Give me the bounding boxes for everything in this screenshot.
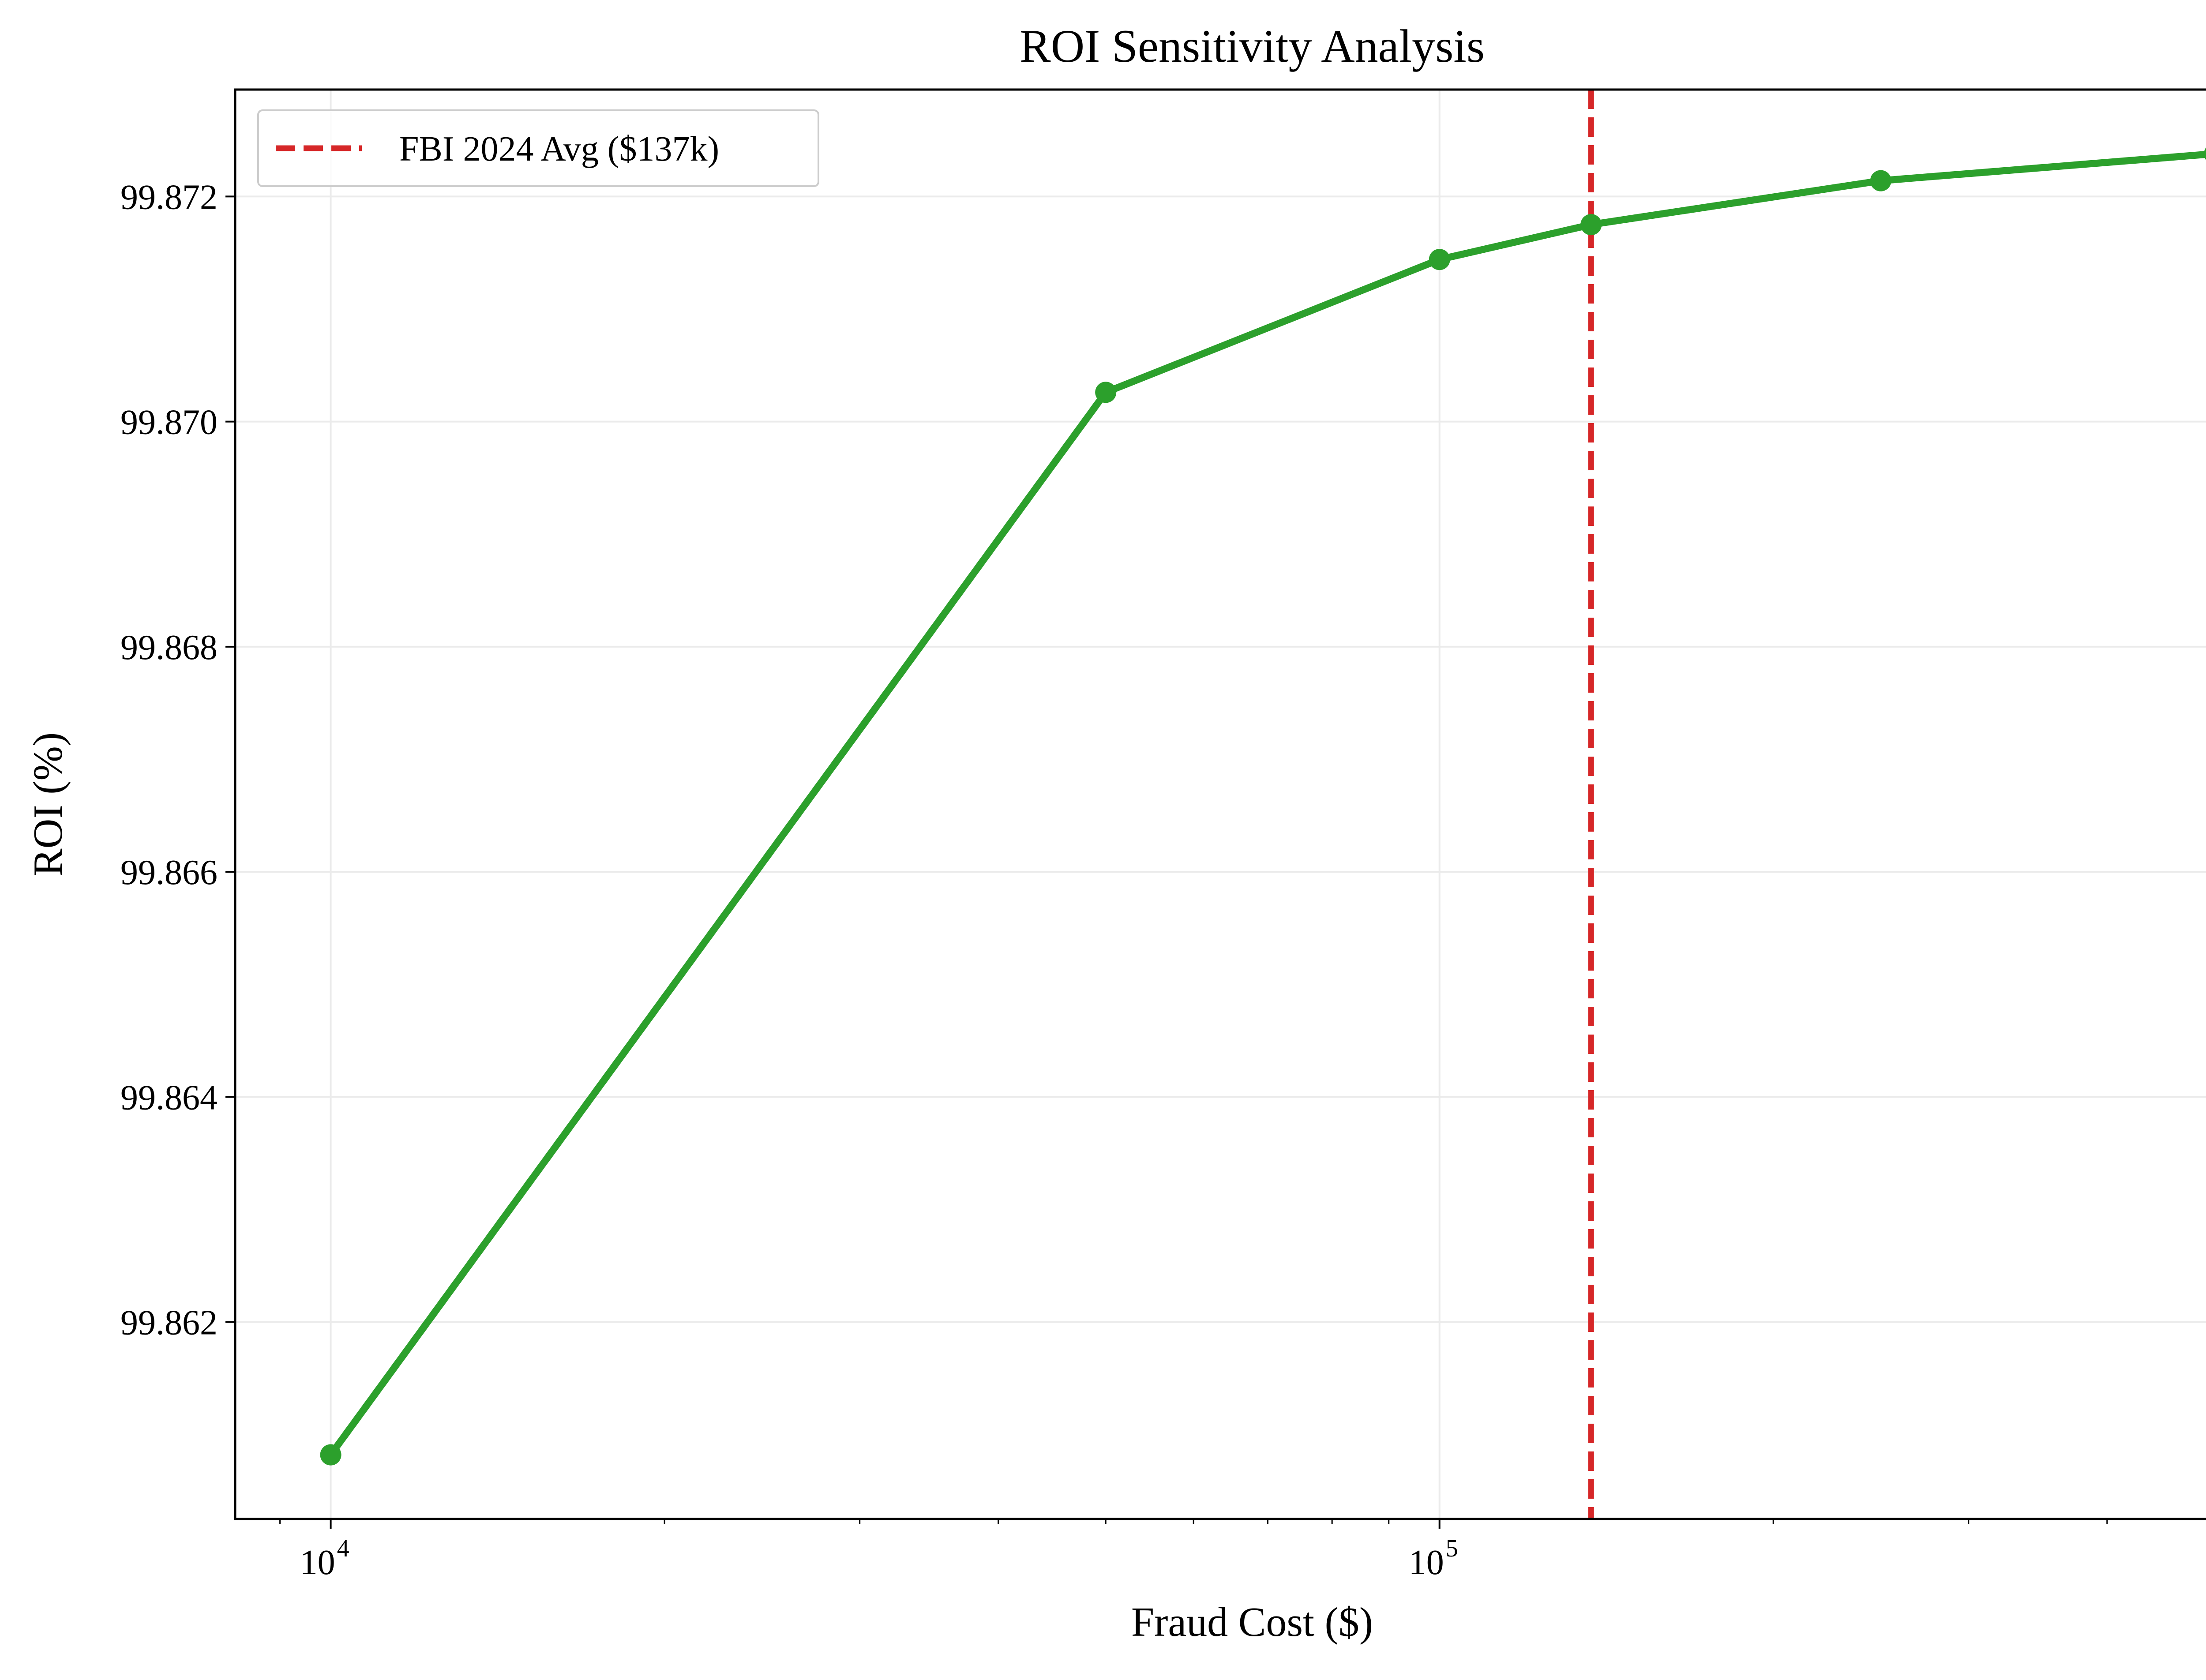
- chart-title: ROI Sensitivity Analysis: [1020, 20, 1485, 72]
- grid-lines: [235, 90, 2206, 1519]
- data-point: [1095, 382, 1117, 403]
- series-line: [327, 150, 2206, 1459]
- y-tick-label: 99.866: [120, 853, 218, 892]
- x-tick-label-base: 10: [1409, 1543, 1444, 1582]
- plot-area-frame: [234, 88, 2206, 1520]
- data-point: [1580, 214, 1602, 236]
- data-point: [2204, 147, 2206, 160]
- x-tick-label: 10 4: [300, 1535, 349, 1582]
- y-tick-label: 99.872: [120, 178, 218, 217]
- legend-label: FBI 2024 Avg ($137k): [399, 130, 719, 169]
- legend: FBI 2024 Avg ($137k): [257, 109, 819, 187]
- legend-box: [257, 109, 819, 187]
- data-series: [320, 147, 2206, 1466]
- x-tick-label-exponent: 5: [1446, 1535, 1458, 1562]
- x-tick-label: 10 5: [1409, 1535, 1458, 1582]
- y-tick-label: 99.870: [120, 403, 218, 442]
- x-axis-label: Fraud Cost ($): [1131, 1599, 1373, 1645]
- y-tick-label: 99.862: [120, 1304, 218, 1342]
- y-tick-label: 99.868: [120, 628, 218, 667]
- y-axis-label: ROI (%): [25, 732, 71, 876]
- data-point: [320, 1444, 341, 1466]
- x-tick-label-exponent: 4: [337, 1535, 349, 1562]
- data-point: [1429, 249, 1450, 270]
- x-tick-label-base: 10: [300, 1543, 335, 1582]
- data-point: [1870, 170, 1891, 191]
- y-tick-label: 99.864: [120, 1078, 218, 1117]
